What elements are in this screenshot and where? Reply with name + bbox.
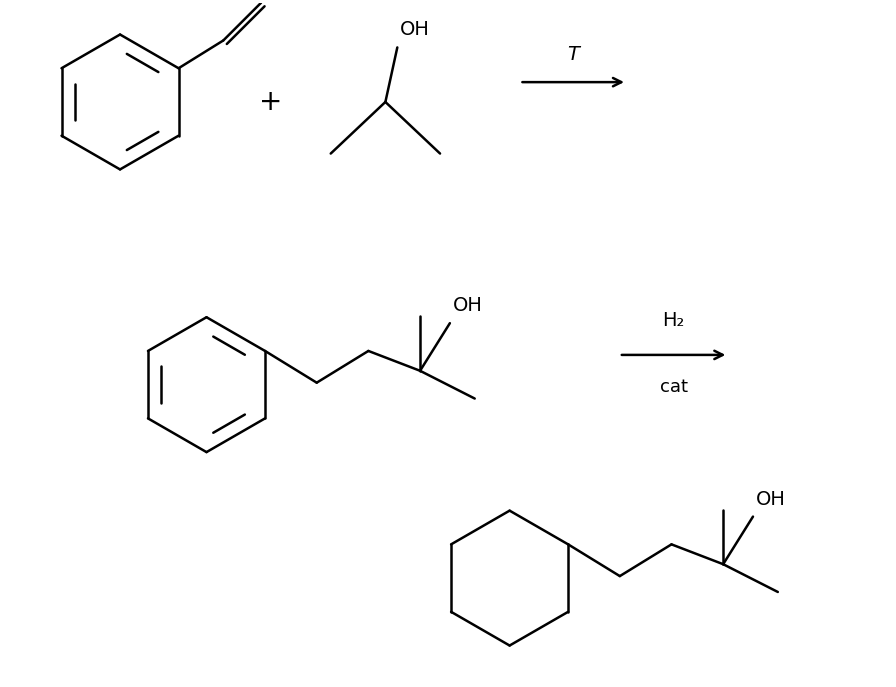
Text: H₂: H₂ (662, 311, 685, 330)
Text: T: T (567, 45, 579, 65)
Text: OH: OH (452, 296, 483, 315)
Text: OH: OH (401, 21, 430, 39)
Text: OH: OH (756, 490, 786, 508)
Text: cat: cat (659, 378, 687, 396)
Text: +: + (260, 88, 283, 116)
